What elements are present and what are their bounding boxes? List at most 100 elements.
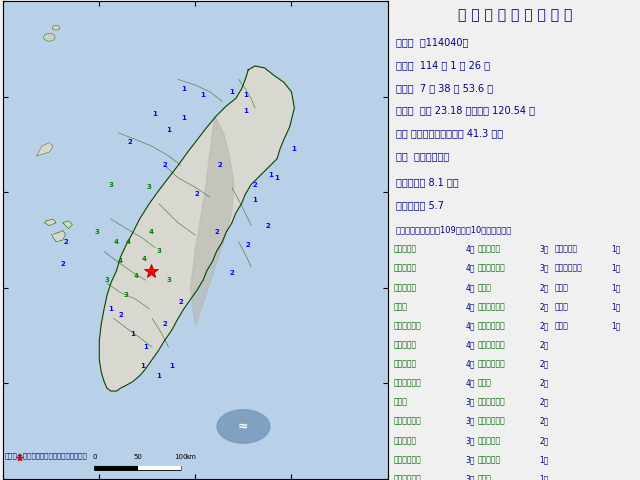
Text: 1: 1	[200, 92, 205, 97]
Text: 4級: 4級	[465, 360, 475, 369]
Text: 花蓮縣花蓮市: 花蓮縣花蓮市	[477, 397, 506, 407]
Text: 4級: 4級	[465, 245, 475, 254]
Text: 2級: 2級	[540, 397, 549, 407]
Text: 3級: 3級	[465, 436, 475, 445]
Text: 2級: 2級	[540, 321, 549, 330]
Text: 4: 4	[148, 229, 154, 235]
Text: 圖說：★表震央位置，數字表示該測站震度: 圖說：★表震央位置，數字表示該測站震度	[5, 452, 88, 459]
Text: 新北市: 新北市	[554, 302, 568, 311]
Text: 宜蘭縣南山: 宜蘭縣南山	[477, 436, 500, 445]
Text: 0: 0	[92, 454, 97, 460]
Text: 時間：  7 時 38 分 53.6 秒: 時間： 7 時 38 分 53.6 秒	[396, 83, 493, 93]
Text: 2級: 2級	[540, 417, 549, 426]
Text: 1: 1	[181, 86, 186, 92]
Text: 2: 2	[179, 299, 183, 305]
Text: 新北市三峽: 新北市三峽	[554, 245, 577, 254]
Text: 1: 1	[253, 197, 257, 203]
Text: 1級: 1級	[611, 302, 621, 311]
Text: 雲林縣莿桐: 雲林縣莿桐	[393, 340, 417, 349]
Text: 2: 2	[217, 162, 222, 168]
Text: 3級: 3級	[540, 245, 549, 254]
Text: 嘉義市: 嘉義市	[393, 302, 407, 311]
Text: 1級: 1級	[611, 245, 621, 254]
Text: 各地最大震度（採用109年新制10級震度分級）: 各地最大震度（採用109年新制10級震度分級）	[396, 225, 512, 234]
Polygon shape	[51, 230, 66, 242]
Text: 宜蘭縣宜蘭市: 宜蘭縣宜蘭市	[554, 264, 582, 273]
Text: ≈: ≈	[238, 420, 249, 433]
Text: 4級: 4級	[465, 340, 475, 349]
Text: 3級: 3級	[465, 417, 475, 426]
Text: 芮氏規模： 5.7: 芮氏規模： 5.7	[396, 200, 444, 210]
Text: 4: 4	[125, 239, 131, 245]
Text: 50: 50	[133, 454, 142, 460]
Text: 編號：  第114040號: 編號： 第114040號	[396, 37, 468, 47]
Text: 屏東縣屏東市: 屏東縣屏東市	[393, 455, 421, 464]
Text: 2: 2	[195, 191, 200, 197]
Text: 2: 2	[163, 162, 167, 168]
Text: 4: 4	[133, 273, 138, 279]
Text: 2: 2	[253, 181, 257, 188]
Text: 2: 2	[163, 321, 167, 327]
Text: 1: 1	[152, 111, 157, 117]
Text: 澎湖縣馬公島: 澎湖縣馬公島	[477, 340, 506, 349]
Text: 2: 2	[118, 312, 123, 318]
Polygon shape	[63, 221, 72, 228]
Text: 3: 3	[147, 184, 152, 191]
Text: 1: 1	[131, 331, 136, 336]
Text: 3: 3	[104, 277, 109, 283]
Text: 嘉義縣太保市: 嘉義縣太保市	[393, 321, 421, 330]
Text: 1: 1	[108, 306, 113, 312]
Text: 2: 2	[246, 242, 251, 248]
Ellipse shape	[217, 410, 270, 443]
Text: 2: 2	[60, 261, 65, 267]
Text: 1: 1	[275, 175, 280, 181]
Text: 4級: 4級	[465, 264, 475, 273]
Text: 3級: 3級	[540, 264, 549, 273]
Text: 1級: 1級	[540, 455, 549, 464]
Text: 1級: 1級	[611, 264, 621, 273]
Text: 3: 3	[108, 181, 113, 188]
Text: 3: 3	[95, 229, 100, 235]
Text: 1: 1	[181, 115, 186, 120]
Text: 2級: 2級	[540, 379, 549, 387]
Text: 臺東縣臺東市: 臺東縣臺東市	[477, 302, 506, 311]
Text: 2級: 2級	[540, 283, 549, 292]
Text: 桃園市: 桃園市	[554, 283, 568, 292]
Text: 1: 1	[140, 363, 145, 369]
Text: 雲林縣斗六市: 雲林縣斗六市	[393, 474, 421, 480]
Text: 100: 100	[174, 454, 188, 460]
Text: km: km	[186, 454, 196, 460]
Text: 臺南市楠西: 臺南市楠西	[393, 245, 417, 254]
Text: 3級: 3級	[465, 397, 475, 407]
Text: 臺東縣海端: 臺東縣海端	[477, 245, 500, 254]
Text: 地震深度： 8.1 公里: 地震深度： 8.1 公里	[396, 177, 458, 187]
Polygon shape	[99, 66, 294, 391]
Text: 1: 1	[243, 108, 248, 114]
Polygon shape	[45, 219, 56, 226]
Text: 4級: 4級	[465, 321, 475, 330]
Text: 新竹市: 新竹市	[477, 474, 492, 480]
Text: 嘉義縣大埔: 嘉義縣大埔	[393, 264, 417, 273]
Text: 1: 1	[166, 127, 171, 133]
Text: 彰化縣彰化市: 彰化縣彰化市	[393, 379, 421, 387]
Text: 1級: 1級	[611, 321, 621, 330]
Text: 高雄市甲仙: 高雄市甲仙	[393, 283, 417, 292]
Polygon shape	[191, 116, 234, 326]
Text: 2: 2	[265, 223, 270, 228]
Text: 苗栗縣鯉魚潭: 苗栗縣鯉魚潭	[477, 264, 506, 273]
Polygon shape	[37, 143, 53, 156]
Text: 高雄市: 高雄市	[477, 283, 492, 292]
Text: 南投縣南投市: 南投縣南投市	[477, 321, 506, 330]
Text: 2級: 2級	[540, 360, 549, 369]
Text: 1: 1	[156, 373, 161, 379]
Text: 1: 1	[268, 172, 273, 178]
Text: 新竹縣峨眉: 新竹縣峨眉	[477, 455, 500, 464]
Text: 澎湖縣西公市: 澎湖縣西公市	[477, 360, 506, 369]
Text: 位置：  北緯 23.18 度，東經 120.54 度: 位置： 北緯 23.18 度，東經 120.54 度	[396, 106, 534, 116]
Text: 即在 臺南市政府東北東方 41.3 公里: 即在 臺南市政府東北東方 41.3 公里	[396, 129, 503, 139]
Text: 1: 1	[243, 92, 248, 97]
Text: 3: 3	[124, 292, 129, 299]
Text: 苗栗縣苗栗市: 苗栗縣苗栗市	[477, 417, 506, 426]
Text: 4: 4	[114, 239, 119, 245]
Text: 3: 3	[166, 277, 171, 283]
